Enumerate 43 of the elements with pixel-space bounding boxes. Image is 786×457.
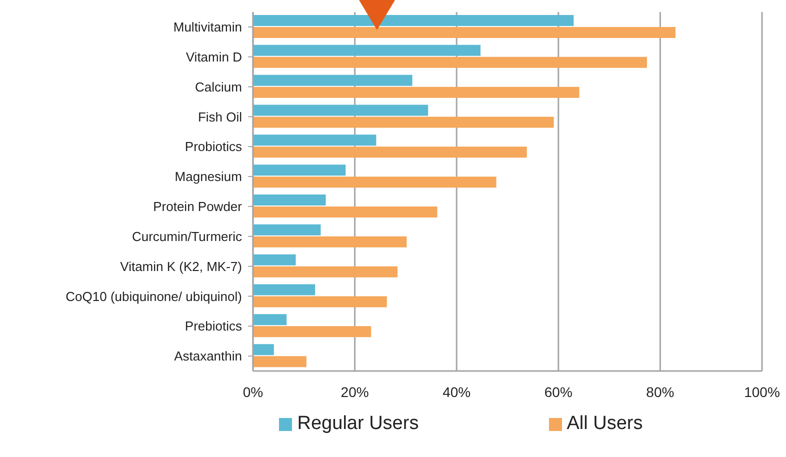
bar: [253, 254, 296, 266]
bar: [253, 314, 287, 326]
x-tick-label: 60%: [544, 384, 572, 400]
x-tick-label: 0%: [242, 384, 264, 400]
bar: [253, 104, 428, 116]
bar: [253, 146, 527, 158]
y-tick-label: Curcumin/Turmeric: [132, 228, 242, 244]
y-tick-label: Astaxanthin: [174, 348, 242, 364]
bar: [253, 284, 316, 296]
bar: [253, 356, 306, 368]
y-tick-label: Vitamin D: [186, 49, 242, 64]
y-tick-label: CoQ10 (ubiquinone/ ubiquinol): [66, 288, 242, 304]
legend-label: All Users: [566, 413, 643, 435]
bar: [253, 134, 376, 146]
bar: [253, 266, 398, 278]
legend-label: Regular Users: [297, 413, 419, 435]
x-tick-label: 40%: [442, 384, 471, 400]
bar: [253, 296, 387, 308]
bar: [253, 326, 372, 338]
y-tick-label: Magnesium: [174, 169, 242, 184]
y-tick-label: Prebiotics: [184, 318, 242, 334]
y-tick-label: Protein Powder: [153, 199, 243, 214]
bar: [253, 194, 326, 206]
bar: [253, 224, 321, 236]
bar: [253, 74, 412, 86]
y-tick-label: Probiotics: [184, 139, 242, 154]
bar: [253, 236, 407, 248]
y-tick-label: Multivitamin: [173, 20, 242, 35]
bar: [253, 27, 676, 38]
x-tick-label: 80%: [646, 384, 674, 400]
bar: [253, 56, 647, 68]
x-tick-label: 100%: [744, 384, 780, 400]
bar: [253, 176, 496, 188]
y-tick-label: Vitamin K (K2, MK-7): [120, 258, 242, 274]
bar: [253, 344, 274, 356]
y-tick-label: Calcium: [195, 79, 242, 94]
bar: [253, 86, 580, 98]
bar: [253, 206, 438, 218]
y-tick-label: Fish Oil: [198, 109, 242, 124]
bar: [253, 44, 481, 56]
bar: [253, 164, 346, 176]
bar: [253, 116, 554, 128]
x-tick-label: 20%: [340, 384, 369, 400]
